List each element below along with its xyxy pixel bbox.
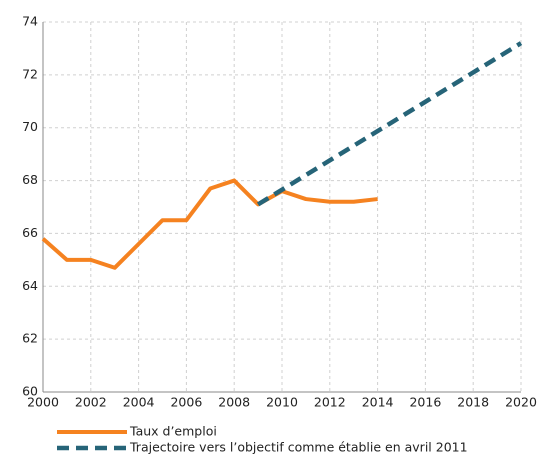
x-tick-label: 2010 xyxy=(266,395,298,410)
y-tick-label: 74 xyxy=(22,14,38,29)
x-tick-label: 2016 xyxy=(409,395,441,410)
y-tick-label: 64 xyxy=(22,278,38,293)
y-tick-label: 60 xyxy=(22,384,38,399)
x-tick-label: 2008 xyxy=(218,395,250,410)
y-tick-label: 62 xyxy=(22,331,38,346)
x-tick-label: 2020 xyxy=(505,395,537,410)
x-tick-label: 2000 xyxy=(27,395,59,410)
legend-label: Taux d’emploi xyxy=(129,424,217,439)
y-tick-label: 68 xyxy=(22,172,38,187)
legend-label: Trajectoire vers l’objectif comme établi… xyxy=(129,440,468,455)
x-tick-label: 2014 xyxy=(362,395,394,410)
x-tick-label: 2012 xyxy=(314,395,346,410)
y-tick-label: 70 xyxy=(22,119,38,134)
x-tick-label: 2006 xyxy=(170,395,202,410)
line-series xyxy=(256,41,523,207)
x-tick-label: 2002 xyxy=(75,395,107,410)
x-tick-label: 2004 xyxy=(123,395,155,410)
y-tick-label: 66 xyxy=(22,225,38,240)
y-tick-label: 72 xyxy=(22,66,38,81)
line-series xyxy=(41,178,378,270)
x-tick-label: 2018 xyxy=(457,395,489,410)
